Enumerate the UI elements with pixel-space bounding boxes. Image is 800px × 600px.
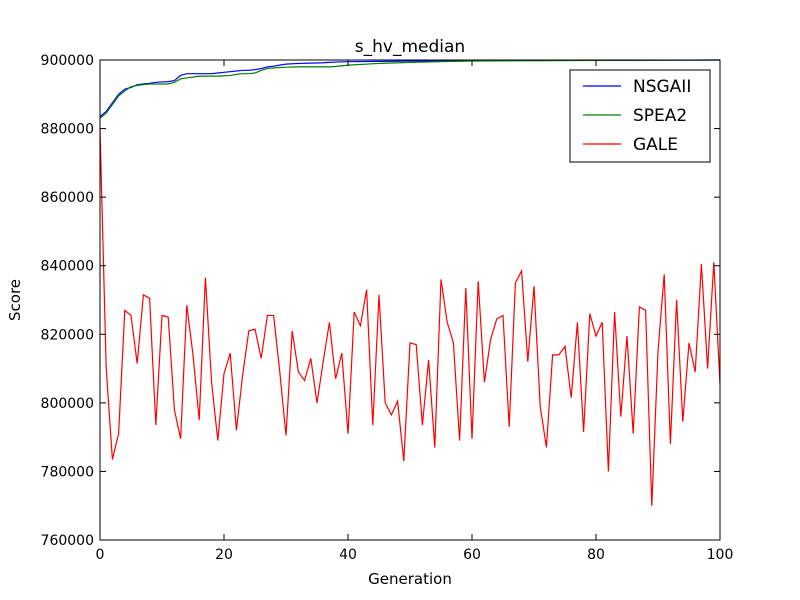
x-tick-label: 100 <box>707 547 734 563</box>
x-tick-label: 60 <box>463 547 481 563</box>
y-tick-label: 900000 <box>41 53 94 69</box>
legend-label-gale: GALE <box>633 135 678 155</box>
x-tick-label: 0 <box>96 547 105 563</box>
legend-label-spea2: SPEA2 <box>633 106 687 126</box>
series-line-nsgaii <box>99 59 721 118</box>
legend: NSGAII SPEA2 GALE <box>569 69 711 163</box>
x-tick-label: 20 <box>215 547 233 563</box>
ticks-layer: 0 20 40 60 80 100 760000 780000 800000 820000 8400… <box>41 53 734 563</box>
x-axis-label: Generation <box>368 570 452 588</box>
legend-box <box>569 69 711 163</box>
series-line-spea2 <box>99 59 721 119</box>
y-tick-label: 780000 <box>41 464 94 480</box>
y-tick-label: 820000 <box>41 327 94 343</box>
legend-label-nsgaii: NSGAII <box>633 77 691 97</box>
y-tick-label: 880000 <box>41 122 94 138</box>
chart-title: s_hv_median <box>355 37 465 57</box>
x-tick-label: 80 <box>587 547 605 563</box>
series-line-gale <box>99 128 721 506</box>
y-tick-label: 840000 <box>41 259 94 275</box>
plot-frame <box>99 59 721 541</box>
y-tick-label: 860000 <box>41 190 94 206</box>
y-axis-label: Score <box>6 279 24 321</box>
series-layer <box>99 59 721 506</box>
y-tick-label: 760000 <box>41 533 94 549</box>
x-tick-label: 40 <box>339 547 357 563</box>
y-tick-label: 800000 <box>41 396 94 412</box>
